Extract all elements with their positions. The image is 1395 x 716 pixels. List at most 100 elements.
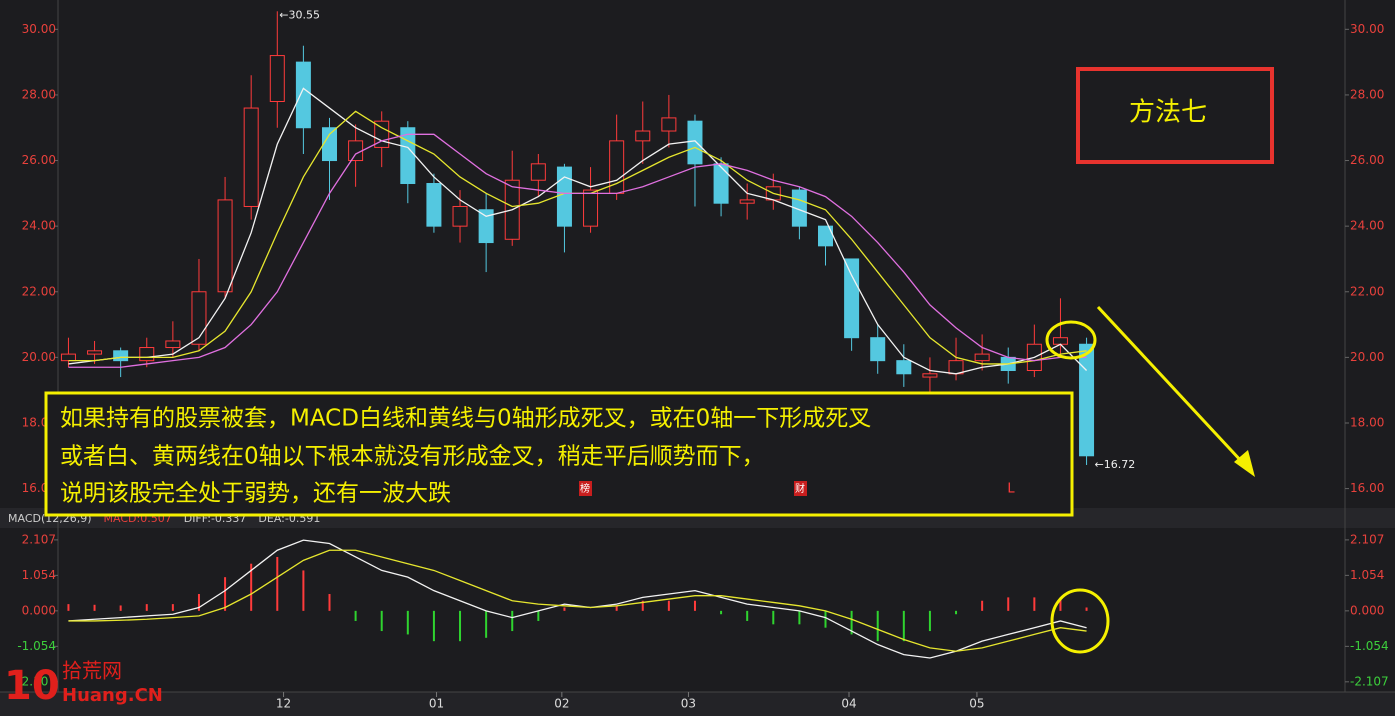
macd-bar xyxy=(928,610,931,632)
candle-body xyxy=(844,258,860,339)
macd-bar xyxy=(93,604,96,611)
candle-body xyxy=(243,107,259,207)
y-tick-label: 0.000 xyxy=(22,603,56,617)
candle-body xyxy=(922,373,938,378)
macd-bar xyxy=(955,610,958,615)
marker: 榜 xyxy=(580,482,590,495)
y-tick-label: 20.00 xyxy=(22,350,56,364)
y-tick-label: -1.054 xyxy=(1350,639,1389,653)
y-tick-label: 22.00 xyxy=(1350,284,1384,298)
y-tick-label: 18.00 xyxy=(1350,415,1384,429)
y-tick-label: 20.00 xyxy=(1350,350,1384,364)
marker: 财 xyxy=(795,482,805,495)
x-tick-label: 02 xyxy=(554,697,569,711)
candle-body xyxy=(269,55,285,102)
y-tick-label: 26.00 xyxy=(1350,153,1384,167)
candle-body xyxy=(661,117,677,132)
low-label: ←16.72 xyxy=(1095,458,1136,471)
candle-body xyxy=(974,353,990,362)
y-tick-label: 22.00 xyxy=(22,284,56,298)
arrow-head xyxy=(1234,450,1255,477)
marker-box xyxy=(579,481,592,496)
y-tick-label: 24.00 xyxy=(22,219,56,233)
highlight-circle xyxy=(1045,320,1097,360)
macd-bar xyxy=(537,610,540,621)
y-tick-label: 30.00 xyxy=(22,22,56,36)
macd-bar xyxy=(67,604,70,611)
macd-bar xyxy=(1059,597,1062,611)
candle-body xyxy=(295,61,311,129)
candle-body xyxy=(739,199,755,204)
candle-body xyxy=(165,340,181,349)
macd-bar xyxy=(850,610,853,635)
y-tick-label: -2.107 xyxy=(17,674,56,688)
marker-box xyxy=(794,481,807,496)
macd-bar xyxy=(746,610,749,621)
candle-body xyxy=(870,337,886,362)
y-tick-label: 26.00 xyxy=(22,153,56,167)
candle-body xyxy=(896,360,912,375)
x-tick-label: 05 xyxy=(969,697,984,711)
note-line: 说明该股完全处于弱势，还有一波大跌 xyxy=(60,481,451,507)
line xyxy=(68,87,1088,375)
candle-body xyxy=(1079,343,1095,457)
macd-bar xyxy=(276,556,279,611)
macd-bar xyxy=(876,610,879,642)
candle-body xyxy=(217,199,233,293)
macd-bar xyxy=(119,605,122,611)
macd-bar xyxy=(902,610,905,642)
macd-bar xyxy=(981,600,984,611)
macd-bar xyxy=(485,610,488,638)
macd-bar xyxy=(171,604,174,611)
candle-body xyxy=(321,127,337,162)
note-line: 如果持有的股票被套，MACD白线和黄线与0轴形成死叉，或在0轴一下形成死叉 xyxy=(60,406,871,432)
macd-bar xyxy=(432,610,435,642)
y-tick-label: -1.054 xyxy=(17,639,56,653)
y-tick-label: -2.107 xyxy=(1350,674,1389,688)
candle-body xyxy=(348,140,364,162)
candle-body xyxy=(374,120,390,148)
candle-body xyxy=(530,163,546,181)
macd-bar xyxy=(328,594,331,611)
candle-body xyxy=(139,347,155,362)
watermark-logo: 10 xyxy=(4,663,60,709)
macd-bar xyxy=(406,610,409,635)
y-tick-label: 30.00 xyxy=(1350,22,1384,36)
candle-body xyxy=(583,189,599,227)
note-box xyxy=(44,391,1074,517)
macd-bar xyxy=(145,604,148,611)
x-tick-label: 03 xyxy=(681,697,696,711)
watermark-text: 拾荒网 xyxy=(62,659,122,683)
macd-bar xyxy=(511,610,514,632)
candle-body xyxy=(478,209,494,244)
candle-body xyxy=(948,360,964,375)
macd-bar xyxy=(354,610,357,621)
high-label: ←30.55 xyxy=(279,8,320,21)
macd-bar xyxy=(772,610,775,625)
watermark-text: Huang.CN xyxy=(62,685,163,706)
macd-bar xyxy=(667,600,670,611)
macd-bar xyxy=(693,600,696,611)
watermark: 10 拾荒网 Huang.CN xyxy=(4,659,163,710)
macd-bar xyxy=(459,610,462,642)
x-tick-label: 12 xyxy=(276,697,291,711)
line xyxy=(68,539,1087,659)
candle-body xyxy=(556,166,572,227)
macd-bar xyxy=(302,570,305,611)
method-title: 方法七 xyxy=(1129,98,1207,128)
marker: L xyxy=(1007,482,1015,497)
macd-bar xyxy=(224,577,227,611)
macd-bar xyxy=(380,610,383,632)
y-tick-label: 1.054 xyxy=(1350,568,1384,582)
y-tick-label: 1.054 xyxy=(22,568,56,582)
x-tick-label: 04 xyxy=(841,697,856,711)
candle-body xyxy=(452,205,468,227)
y-tick-label: 2.107 xyxy=(22,532,56,546)
macd-bar xyxy=(1033,597,1036,611)
y-tick-label: 24.00 xyxy=(1350,219,1384,233)
candle-body xyxy=(713,163,729,204)
candle-body xyxy=(426,183,442,227)
